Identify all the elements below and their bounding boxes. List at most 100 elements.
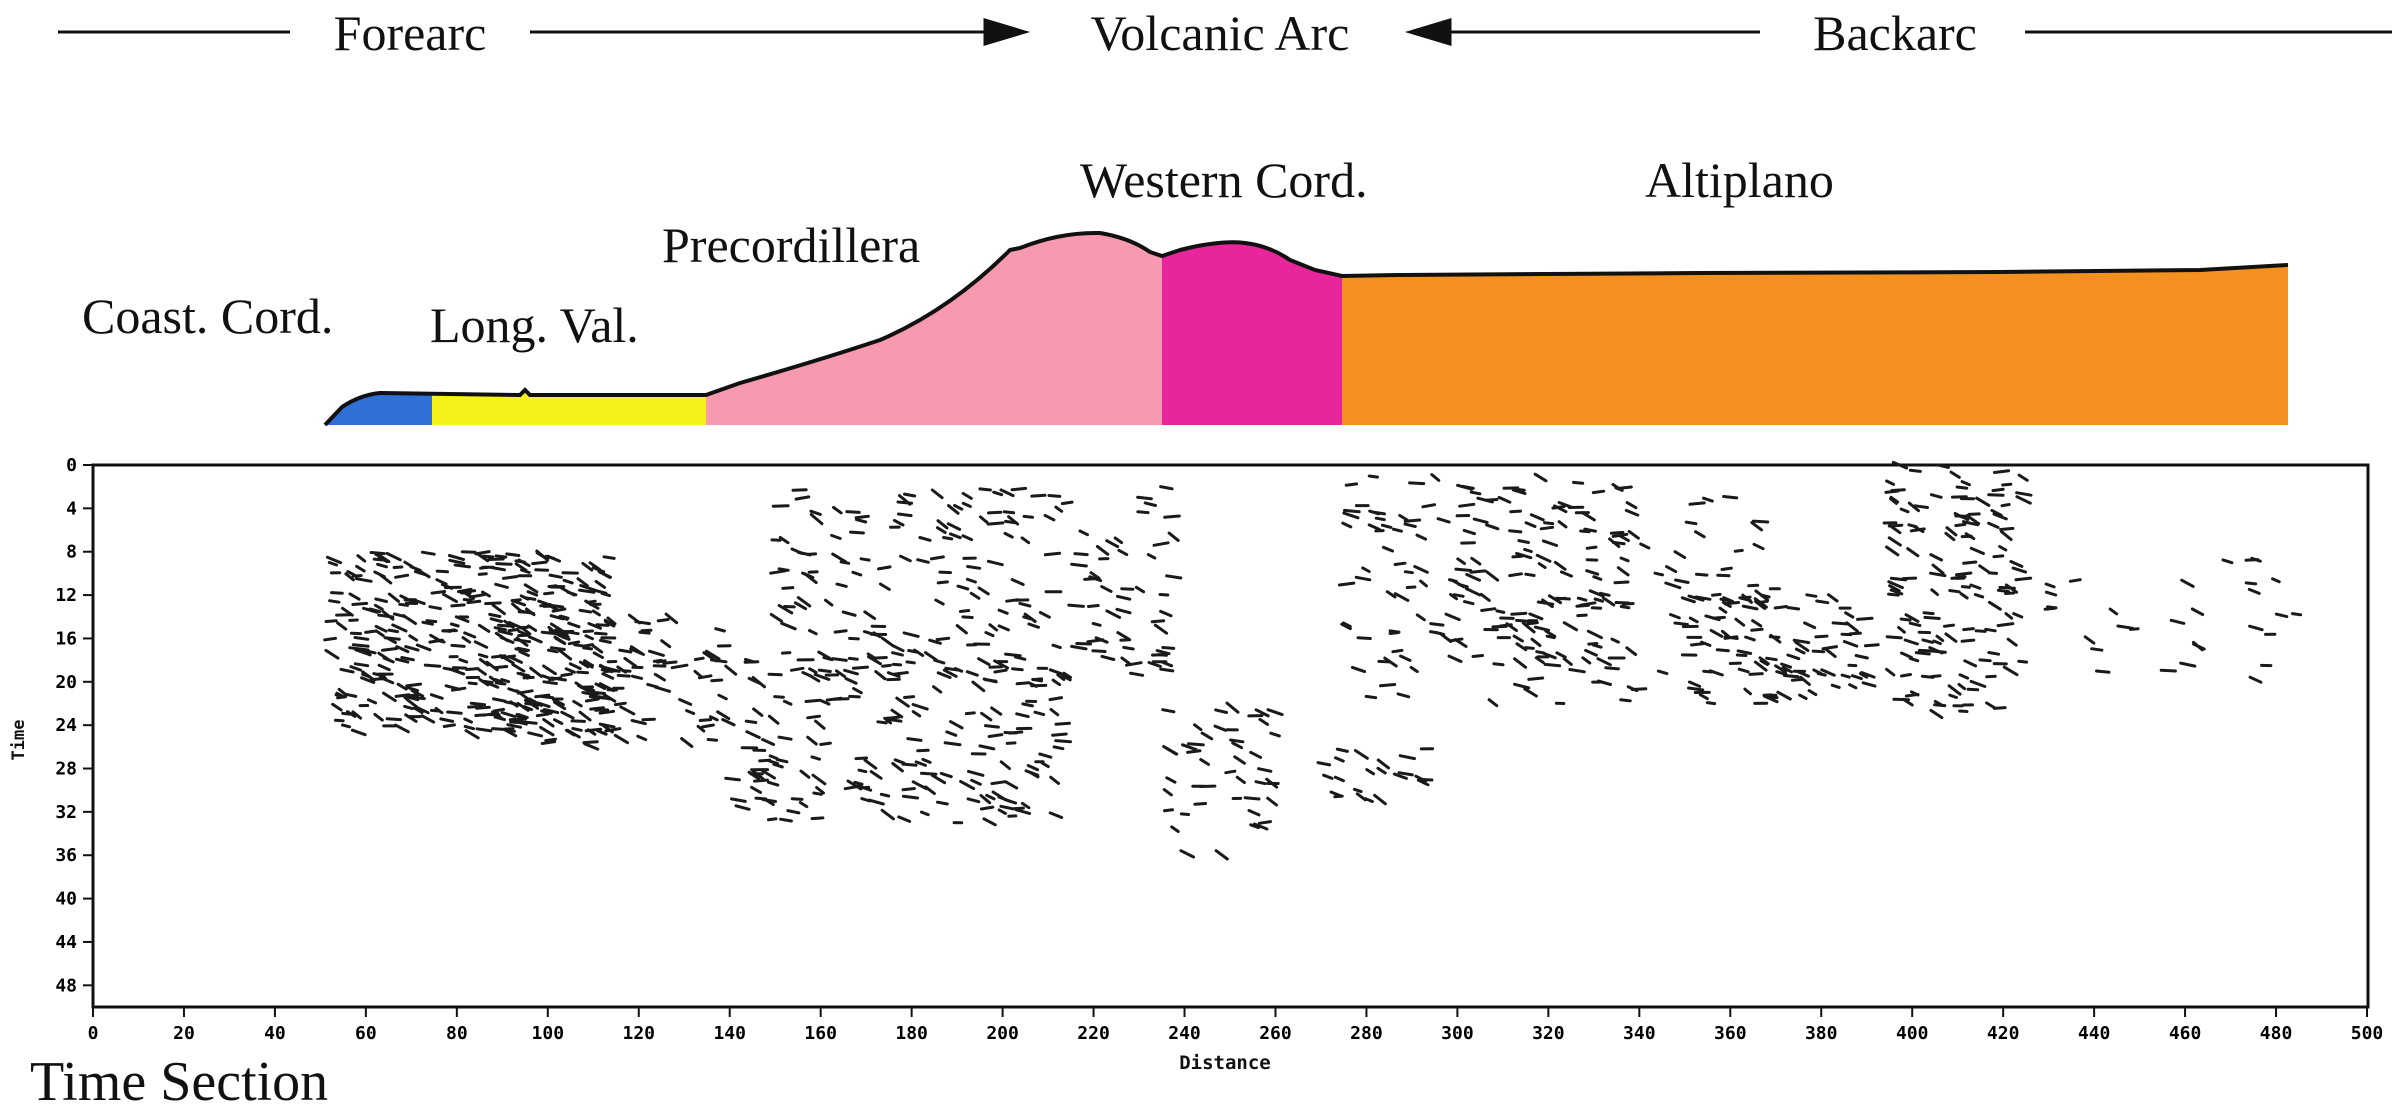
- reflector-segment: [1051, 678, 1062, 687]
- reflector-segment: [503, 619, 515, 629]
- reflector-segment: [603, 618, 613, 626]
- reflector-segment: [374, 624, 388, 633]
- reflector-segment: [781, 586, 795, 590]
- reflector-segment: [849, 530, 865, 535]
- reflector-segment: [370, 677, 388, 682]
- x-tick-label: 260: [1259, 1023, 1292, 1044]
- reflector-segment: [1887, 523, 1904, 528]
- reflector-segment: [807, 570, 819, 574]
- reflector-segment: [1403, 570, 1414, 575]
- reflector-segment: [582, 740, 599, 745]
- reflector-segment: [953, 504, 964, 511]
- reflector-segment: [1015, 681, 1031, 686]
- reflector-segment: [1776, 690, 1792, 701]
- reflector-segment: [1930, 588, 1939, 596]
- reflector-segment: [2248, 675, 2263, 684]
- reflector-segment: [362, 606, 379, 614]
- y-tick-label: 44: [55, 932, 77, 953]
- reflector-segment: [935, 636, 951, 642]
- y-tick-label: 24: [55, 715, 77, 736]
- reflector-segment: [1364, 694, 1378, 700]
- reflector-segment: [890, 643, 905, 653]
- reflector-segment: [413, 599, 426, 606]
- reflector-segment: [1964, 532, 1976, 541]
- reflector-events: [323, 460, 2303, 861]
- reflector-segment: [1908, 656, 1920, 663]
- reflector-segment: [1543, 521, 1555, 526]
- reflector-segment: [867, 655, 882, 666]
- reflector-segment: [327, 561, 339, 567]
- reflector-segment: [1524, 572, 1536, 577]
- reflector-segment: [1408, 481, 1426, 486]
- reflector-segment: [1688, 501, 1706, 506]
- reflector-segment: [412, 706, 424, 715]
- reflector-segment: [1579, 601, 1597, 607]
- reflector-segment: [1364, 797, 1374, 803]
- reflector-segment: [700, 723, 715, 729]
- reflector-segment: [1758, 656, 1770, 666]
- reflector-segment: [966, 797, 981, 804]
- reflector-segment: [965, 577, 977, 584]
- label-precordillera: Precordillera: [662, 217, 920, 273]
- reflector-segment: [992, 490, 1004, 497]
- reflector-segment: [1899, 507, 1910, 514]
- reflector-segment: [345, 710, 357, 718]
- reflector-segment: [403, 560, 414, 568]
- reflector-segment: [769, 612, 784, 623]
- reflector-segment: [554, 636, 567, 646]
- reflector-segment: [1581, 656, 1592, 665]
- reflector-segment: [353, 636, 370, 641]
- reflector-segment: [1763, 694, 1779, 704]
- reflector-segment: [1021, 702, 1034, 708]
- reflector-segment: [1415, 533, 1428, 541]
- reflector-segment: [1027, 622, 1040, 629]
- reflector-segment: [1656, 669, 1669, 676]
- reflector-segment: [656, 618, 670, 623]
- reflector-segment: [1143, 501, 1157, 507]
- surface-profile-line: [323, 230, 2289, 427]
- reflector-segment: [567, 640, 581, 646]
- reflector-segment: [1075, 642, 1092, 646]
- reflector-segment: [324, 619, 338, 623]
- reflector-segment: [596, 729, 608, 736]
- reflector-segment: [1721, 600, 1732, 608]
- reflector-segment: [484, 601, 502, 606]
- reflector-segment: [997, 624, 1010, 632]
- reflector-segment: [1929, 553, 1943, 562]
- reflector-segment: [1541, 539, 1559, 547]
- reflector-segment: [494, 631, 510, 643]
- reflector-segment: [1824, 647, 1837, 658]
- reflector-segment: [425, 619, 438, 624]
- reflector-segment: [1247, 809, 1261, 817]
- reflector-segment: [324, 648, 340, 660]
- reflector-segment: [747, 770, 760, 781]
- reflector-segment: [1889, 576, 1908, 582]
- reflector-segment: [841, 610, 857, 617]
- reflector-segment: [1385, 590, 1397, 599]
- reflector-segment: [1511, 554, 1524, 559]
- reflector-segment: [1596, 657, 1612, 667]
- reflector-segment: [914, 760, 927, 767]
- reflector-segment: [920, 810, 930, 817]
- reflector-segment: [1530, 637, 1542, 648]
- reflector-segment: [884, 715, 901, 720]
- reflector-segment: [583, 742, 600, 751]
- reflector-segment: [680, 737, 694, 748]
- reflector-segment: [786, 809, 801, 815]
- reflector-segment: [598, 695, 611, 701]
- reflector-segment: [1996, 622, 2015, 628]
- reflector-segment: [1038, 611, 1051, 619]
- reflector-segment: [2221, 558, 2234, 565]
- reflector-segment: [782, 699, 793, 706]
- reflector-segment: [1625, 501, 1638, 510]
- reflector-segment: [896, 512, 913, 518]
- reflector-segment: [1485, 570, 1500, 582]
- reflector-segment: [809, 513, 824, 526]
- reflector-segment: [553, 700, 567, 711]
- reflector-segment: [961, 615, 974, 619]
- reflector-segment: [936, 580, 949, 585]
- reflector-segment: [578, 588, 596, 594]
- reflector-segment: [1105, 609, 1122, 619]
- reflector-segment: [898, 494, 912, 506]
- reflector-segment: [1159, 609, 1173, 618]
